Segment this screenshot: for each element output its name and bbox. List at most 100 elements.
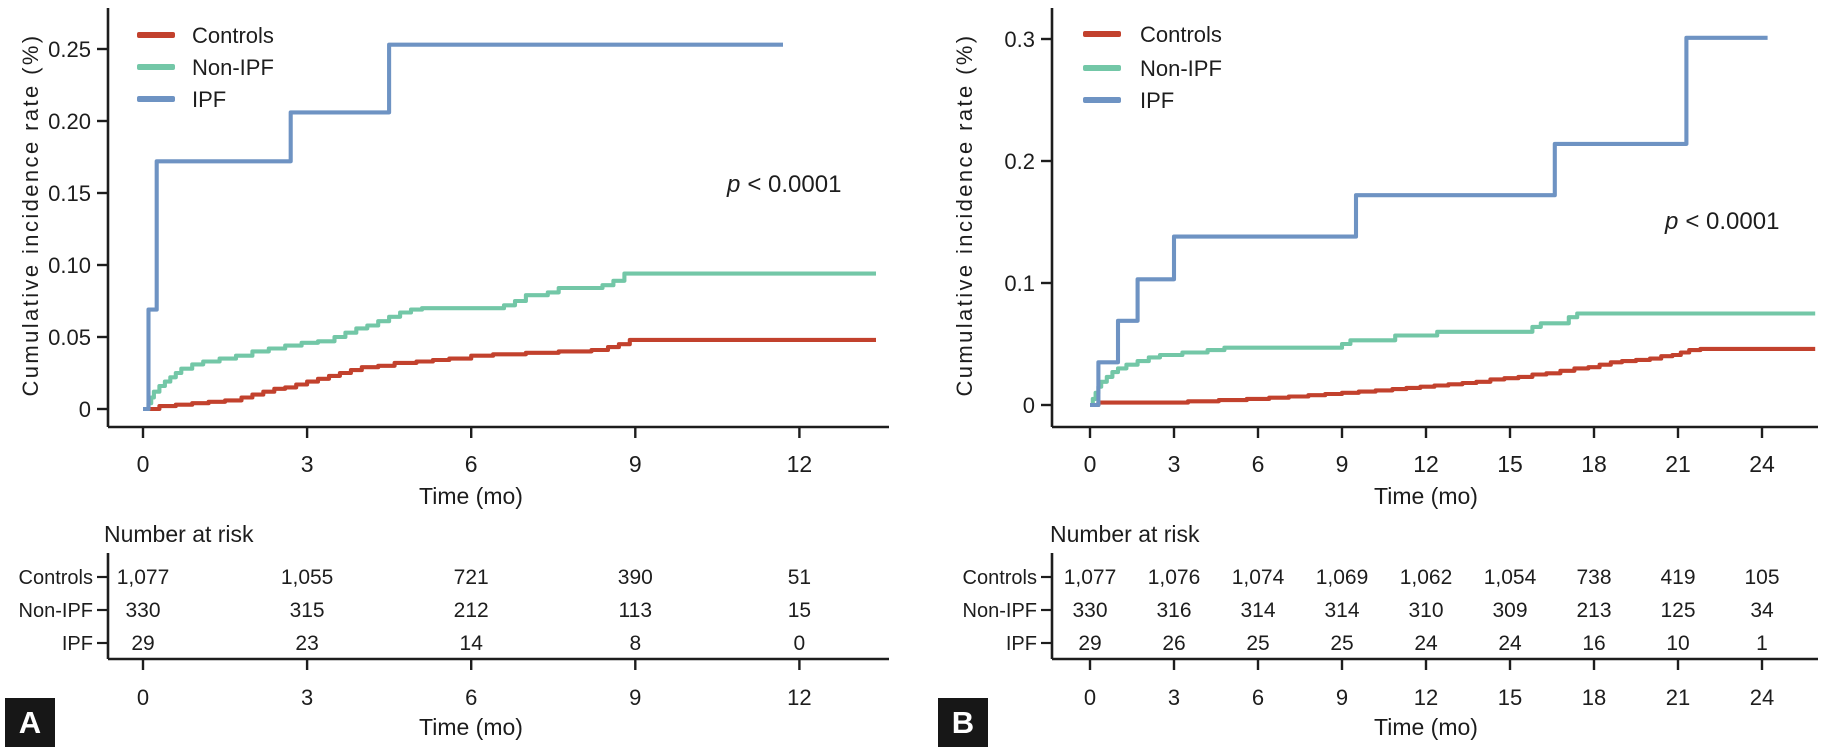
y-tick-label: 0.1 (1004, 271, 1035, 296)
legend-swatch-non-ipf (137, 64, 175, 70)
risk-value: 105 (1744, 566, 1779, 589)
risk-value: 10 (1666, 632, 1689, 655)
risk-value: 316 (1156, 599, 1191, 622)
p-value-annotation: p < 0.0001 (1665, 208, 1779, 236)
risk-x-tick-label: 21 (1666, 685, 1690, 710)
risk-value: 309 (1492, 599, 1527, 622)
y-tick-label: 0.05 (48, 325, 91, 350)
risk-row-label-controls: Controls (19, 567, 93, 589)
risk-value: 23 (295, 632, 318, 655)
number-at-risk-title: Number at risk (1050, 521, 1200, 547)
legend-label-ipf: IPF (1140, 88, 1174, 113)
risk-value: 738 (1576, 566, 1611, 589)
risk-value: 51 (788, 566, 811, 589)
risk-value: 419 (1660, 566, 1695, 589)
risk-value: 212 (454, 599, 489, 622)
panel-a: 0 0.05 0.10 0.15 0.20 0.25 0 3 6 9 12 Controls Non-I… (5, 8, 889, 747)
p-value-annotation: p < 0.0001 (727, 171, 841, 199)
risk-value: 1,069 (1316, 566, 1369, 589)
x-tick-label: 6 (1252, 451, 1265, 477)
x-tick-label: 3 (301, 451, 314, 477)
risk-value: 314 (1324, 599, 1359, 622)
risk-value: 15 (788, 599, 811, 622)
x-tick-label: 0 (1084, 451, 1097, 477)
risk-x-axis-title: Time (mo) (1374, 714, 1478, 740)
series-line-ipf (143, 42, 783, 412)
legend-label-non-ipf: Non-IPF (1140, 56, 1222, 81)
x-tick-label: 3 (1168, 451, 1181, 477)
x-tick-label: 21 (1665, 451, 1691, 477)
p-symbol: p (1665, 208, 1679, 235)
risk-value: 315 (290, 599, 325, 622)
risk-x-tick-label: 0 (137, 685, 149, 710)
risk-value: 721 (454, 566, 489, 589)
risk-value: 8 (629, 632, 641, 655)
risk-value: 16 (1582, 632, 1605, 655)
y-tick-label: 0.2 (1004, 149, 1035, 174)
y-tick-label: 0 (79, 397, 91, 422)
legend-label-controls: Controls (192, 23, 274, 48)
x-tick-label: 24 (1749, 451, 1775, 477)
series-line-controls (143, 337, 876, 412)
y-tick-label: 0.15 (48, 181, 91, 206)
risk-value: 24 (1498, 632, 1522, 655)
y-tick-label: 0.25 (48, 37, 91, 62)
legend-label-non-ipf: Non-IPF (192, 55, 274, 80)
x-tick-label: 0 (137, 451, 150, 477)
risk-value: 0 (794, 632, 806, 655)
x-tick-label: 12 (1413, 451, 1439, 477)
risk-value: 113 (619, 599, 652, 622)
x-tick-label: 6 (465, 451, 478, 477)
p-symbol: p (727, 171, 741, 198)
risk-value: 330 (1072, 599, 1107, 622)
risk-value: 1 (1756, 632, 1768, 655)
risk-value: 24 (1414, 632, 1438, 655)
series-line-non-ipf (143, 271, 876, 412)
risk-x-tick-label: 9 (629, 685, 641, 710)
risk-row-label-non-ipf: Non-IPF (963, 600, 1037, 622)
risk-value: 390 (618, 566, 653, 589)
risk-value: 25 (1330, 632, 1353, 655)
risk-x-tick-label: 0 (1084, 685, 1096, 710)
panel-a-chart: 0 0.05 0.10 0.15 0.20 0.25 0 3 6 9 12 Controls Non-I… (19, 8, 889, 710)
y-tick-label: 0.10 (48, 253, 91, 278)
risk-value: 1,062 (1400, 566, 1453, 589)
risk-x-tick-label: 12 (787, 685, 811, 710)
risk-value: 1,055 (281, 566, 334, 589)
series-line-non-ipf (1090, 311, 1816, 408)
series-line-ipf (1090, 35, 1768, 408)
panel-label-badge-a: A (5, 698, 55, 747)
risk-row-label-ipf: IPF (1006, 633, 1037, 655)
risk-value: 330 (125, 599, 160, 622)
risk-row-label-ipf: IPF (62, 633, 93, 655)
x-tick-label: 12 (787, 451, 813, 477)
panel-label-badge-b: B (938, 698, 988, 747)
risk-value: 29 (131, 632, 154, 655)
risk-value: 1,077 (117, 566, 170, 589)
panel-b-chart: 0 0.1 0.2 0.3 0 3 6 9 12 15 18 21 24 Controls Non-IPF I… (963, 8, 1818, 710)
risk-value: 34 (1750, 599, 1774, 622)
risk-x-tick-label: 18 (1582, 685, 1606, 710)
risk-row-label-controls: Controls (963, 567, 1037, 589)
risk-value: 1,077 (1064, 566, 1117, 589)
number-at-risk-title: Number at risk (104, 521, 254, 547)
risk-x-tick-label: 3 (1168, 685, 1180, 710)
p-value-text: < 0.0001 (1685, 208, 1780, 235)
risk-x-tick-label: 15 (1498, 685, 1522, 710)
panel-b: 0 0.1 0.2 0.3 0 3 6 9 12 15 18 21 24 Controls Non-IPF I… (916, 0, 1832, 747)
x-tick-label: 9 (629, 451, 642, 477)
legend-label-controls: Controls (1140, 22, 1222, 47)
risk-x-tick-label: 9 (1336, 685, 1348, 710)
risk-value: 310 (1408, 599, 1443, 622)
risk-x-tick-label: 6 (465, 685, 477, 710)
x-tick-label: 18 (1581, 451, 1607, 477)
p-value-text: < 0.0001 (747, 171, 842, 198)
risk-value: 213 (1576, 599, 1611, 622)
risk-x-tick-label: 6 (1252, 685, 1264, 710)
risk-value: 14 (460, 632, 484, 655)
risk-x-tick-label: 12 (1414, 685, 1438, 710)
risk-value: 1,074 (1232, 566, 1285, 589)
legend-swatch-non-ipf (1083, 65, 1121, 71)
y-axis-title: Cumulative incidence rate (%) (18, 33, 43, 397)
